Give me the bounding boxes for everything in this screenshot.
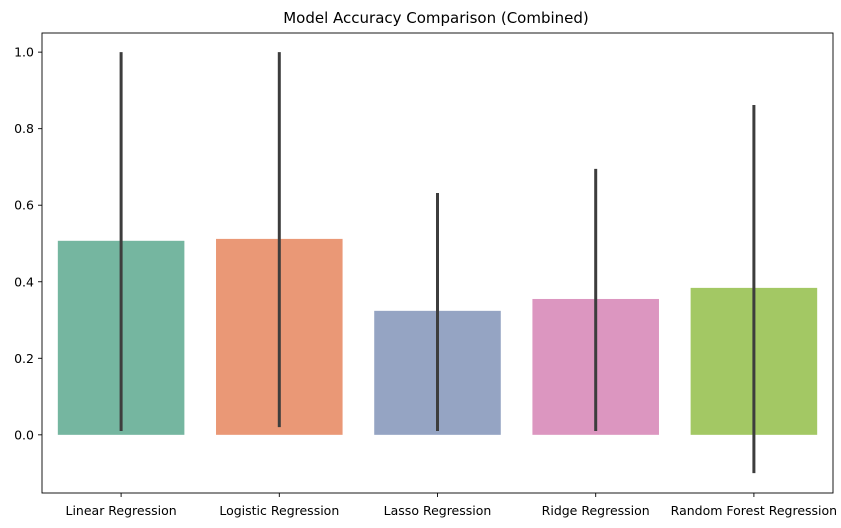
y-tick-label: 0.2: [14, 351, 34, 366]
y-tick-label: 0.4: [14, 274, 34, 289]
x-tick-label: Logistic Regression: [219, 503, 339, 518]
y-axis: 0.0 0.2 0.4 0.6 0.8 1.0: [14, 45, 42, 442]
plot-frame: [41, 32, 834, 494]
y-tick-label: 0.0: [14, 427, 34, 442]
x-tick-label: Linear Regression: [65, 503, 176, 518]
x-tick-label: Lasso Regression: [384, 503, 492, 518]
chart-title: Model Accuracy Comparison (Combined): [283, 9, 589, 27]
x-tick-label: Random Forest Regression: [671, 503, 837, 518]
y-tick-label: 0.6: [14, 198, 34, 213]
y-tick-label: 0.8: [14, 121, 34, 136]
x-tick-label: Ridge Regression: [542, 503, 650, 518]
x-axis: Linear Regression Logistic Regression Lass…: [65, 493, 837, 518]
y-tick-label: 1.0: [14, 45, 34, 60]
error-bars-layer: [119, 52, 756, 474]
